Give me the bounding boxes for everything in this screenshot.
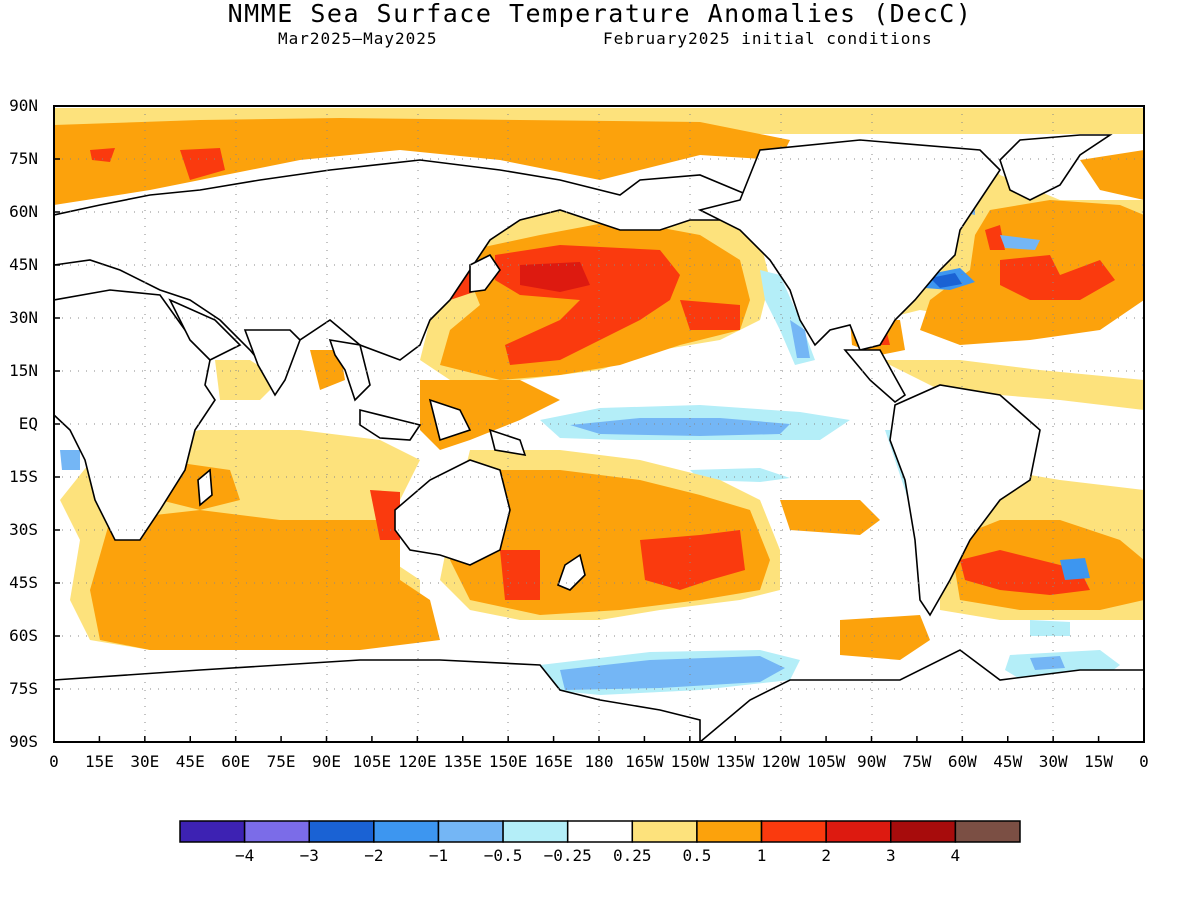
map-title: NMME Sea Surface Temperature Anomalies (… [227,0,973,28]
anomaly-fields [54,106,1144,742]
longitude-tick-label: 120W [761,752,800,771]
axis-tick-marks [53,105,1145,743]
color-legend-value: 4 [950,846,961,865]
latitude-tick-label: 15S [9,467,38,486]
longitude-tick-label: 120E [398,752,437,771]
color-swatch [696,820,763,843]
latitude-tick-label: 75S [9,679,38,698]
color-legend-value: 0.25 [613,846,652,865]
color-legend-value: −0.5 [483,846,523,865]
color-swatch [890,820,957,843]
color-legend-value: −4 [234,846,255,865]
latitude-tick-label: 30N [9,308,38,327]
color-swatch [566,820,634,843]
color-swatch [308,820,375,843]
color-legend-value: 0.5 [682,846,712,865]
longitude-tick-label: 45E [175,752,205,771]
longitude-tick-label: 90E [312,752,341,771]
latitude-tick-label: 45N [9,255,38,274]
color-swatch [825,820,892,843]
color-legend-value: −0.25 [543,846,592,865]
longitude-tick-label: 135E [443,752,483,771]
color-legend-value: −2 [364,846,384,865]
longitude-tick-label: 75E [266,752,296,771]
longitude-tick-label: 105W [806,752,846,771]
color-swatch [179,820,246,843]
longitude-tick-label: 105E [352,752,392,771]
color-legend-value: 2 [821,846,831,865]
color-swatch [373,820,440,843]
color-swatch [631,820,698,843]
longitude-tick-label: 15E [84,752,114,771]
color-legend-value: −3 [299,846,319,865]
longitude-tick-label: 15W [1084,752,1114,771]
color-swatch [954,820,1021,843]
latitude-tick-label: 30S [9,520,38,539]
longitude-tick-label: 150W [670,752,710,771]
latitude-tick-label: 60S [9,626,38,645]
longitude-tick-label: 0 [1139,752,1149,771]
longitude-tick-label: 60W [947,752,977,771]
color-swatch [437,820,504,843]
color-legend-value: −1 [428,846,449,865]
latitude-tick-label: 90N [9,96,38,115]
longitude-tick-label: 45W [993,752,1023,771]
longitude-tick-label: 165W [625,752,664,771]
color-swatch [243,820,310,843]
graticule [54,106,1144,742]
latitude-tick-label: EQ [18,414,38,433]
color-legend-value: 1 [756,846,767,865]
longitude-tick-label: 90W [857,752,886,771]
longitude-tick-label: 30W [1038,752,1068,771]
color-swatch [760,820,827,843]
color-swatch [502,820,569,843]
longitude-tick-label: 150E [488,752,528,771]
initial-conditions: February2025 initial conditions [603,29,933,48]
longitude-tick-label: 135W [715,752,755,771]
longitude-tick-label: 180 [584,752,614,771]
longitude-tick-label: 60E [221,752,251,771]
latitude-tick-label: 90S [9,732,38,751]
longitude-tick-label: 165E [534,752,573,771]
longitude-tick-label: 30E [130,752,160,771]
longitude-tick-label: 75W [902,752,932,771]
longitude-tick-label: 0 [49,752,59,771]
color-legend-value: 3 [885,846,896,865]
latitude-tick-label: 60N [9,202,38,221]
latitude-tick-label: 45S [9,573,38,592]
latitude-tick-label: 15N [9,361,38,380]
latitude-tick-label: 75N [9,149,38,168]
forecast-period: Mar2025—May2025 [278,29,438,48]
